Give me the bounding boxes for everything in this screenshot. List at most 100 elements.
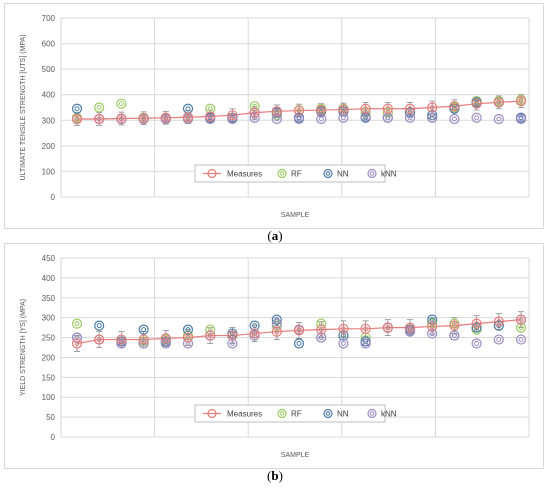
data-point-inner (385, 115, 391, 121)
y-tick-label: 200 (42, 353, 56, 362)
data-point (404, 326, 416, 337)
data-point-inner (340, 341, 346, 347)
legend-box (194, 404, 386, 423)
data-point-inner (518, 98, 524, 104)
data-point (205, 330, 216, 341)
data-point (471, 338, 482, 349)
data-point (382, 103, 393, 114)
data-point (360, 338, 371, 349)
data-point (316, 104, 327, 116)
legend-marker (367, 408, 377, 419)
data-point (427, 112, 438, 123)
data-point-inner (318, 327, 324, 333)
y-tick-label: 400 (42, 91, 56, 100)
chart-panel-uts: 0 100 200 300 400 500 600 700 ULTIMATE TENSILE S… (4, 3, 544, 229)
data-point (116, 113, 127, 124)
data-point-inner (274, 108, 280, 114)
data-point-inner (340, 326, 346, 332)
data-point-inner (274, 116, 280, 122)
data-point-inner (474, 115, 480, 121)
data-point (338, 112, 349, 123)
data-point (427, 102, 438, 113)
data-point (271, 326, 282, 337)
chart-panel-ys: 0 50 100 150 200 250 300 350 400 450 YIELD STRENGT… (4, 243, 544, 469)
y-tick-label: 0 (51, 433, 56, 442)
data-point (271, 113, 282, 125)
legend-marker (277, 408, 287, 419)
data-point-inner (474, 341, 480, 347)
data-point-inner (451, 323, 457, 329)
legend-label: kNN (381, 410, 397, 419)
data-point-inner (518, 325, 524, 331)
data-point-inner (207, 333, 213, 339)
data-point-inner (141, 115, 147, 121)
data-point (116, 338, 127, 349)
data-point (160, 333, 171, 344)
data-point (404, 322, 416, 333)
legend-marker (323, 408, 333, 419)
legend-box (194, 164, 386, 183)
data-point (94, 334, 105, 345)
data-point-inner (207, 113, 213, 119)
data-point-inner (185, 327, 191, 333)
data-point (316, 324, 327, 335)
data-point-inner (496, 116, 502, 122)
data-point-inner (318, 116, 324, 122)
data-point-inner (229, 341, 235, 347)
y-tick-label: 300 (42, 314, 56, 323)
data-point (249, 320, 260, 331)
data-point (515, 113, 527, 125)
data-point (493, 334, 504, 345)
legend-marker-inner (369, 411, 375, 416)
data-point (493, 320, 504, 331)
data-point (205, 111, 216, 122)
data-point (227, 338, 238, 349)
data-point-inner (496, 337, 502, 343)
x-axis-label: SAMPLE (281, 452, 310, 459)
data-point-inner (363, 113, 369, 119)
data-point (338, 338, 349, 349)
legend-marker (323, 168, 333, 179)
data-point-inner (185, 114, 191, 120)
data-point (271, 314, 282, 325)
series-measures-points (71, 96, 527, 125)
data-point (227, 113, 238, 125)
data-point-inner (96, 323, 102, 329)
data-point (249, 328, 260, 339)
data-point (449, 320, 460, 331)
y-tick-label: 450 (42, 254, 56, 263)
data-point-inner (363, 326, 369, 332)
data-point (360, 103, 371, 114)
data-point (338, 323, 349, 334)
data-point (360, 323, 371, 334)
data-point-inner (163, 115, 169, 121)
data-point (227, 110, 238, 121)
data-point (449, 101, 460, 112)
y-tick-label: 600 (42, 40, 56, 49)
x-axis-label: SAMPLE (281, 212, 310, 219)
legend-label: RF (291, 170, 302, 179)
data-point (94, 102, 105, 113)
legend-marker-inner (279, 411, 285, 416)
data-point (205, 324, 216, 335)
data-point (404, 107, 416, 118)
data-point (182, 332, 194, 343)
data-point (94, 320, 105, 331)
y-tick-label: 100 (42, 167, 56, 176)
data-point-inner (96, 116, 102, 122)
data-point-inner (496, 319, 502, 325)
data-point-inner (118, 115, 124, 121)
data-point-inner (340, 115, 346, 121)
data-point-inner (474, 101, 480, 107)
data-point-inner (118, 101, 124, 107)
y-tick-label: 150 (42, 373, 56, 382)
y-tick-label: 400 (42, 274, 56, 283)
legend-label: NN (337, 410, 349, 419)
gridlines (60, 257, 530, 438)
legend-label: Measures (227, 170, 262, 179)
data-point (493, 316, 504, 327)
data-point-inner (429, 105, 435, 110)
data-point (116, 334, 127, 345)
data-point (316, 332, 327, 343)
data-point-inner (96, 105, 102, 110)
